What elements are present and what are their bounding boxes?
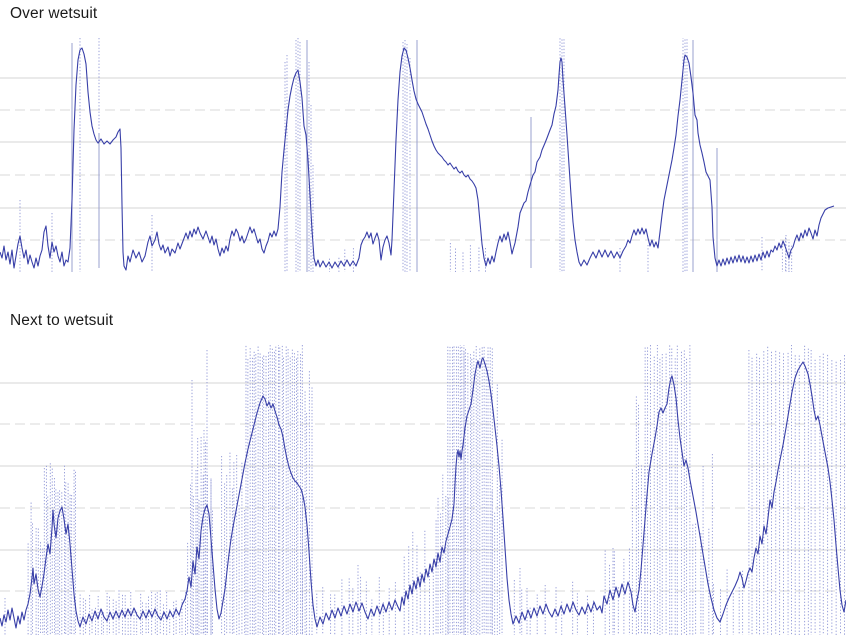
next-to-wetsuit-chart — [0, 345, 846, 635]
over-wetsuit-chart — [0, 38, 846, 272]
chart-title-next-to-wetsuit: Next to wetsuit — [10, 312, 114, 329]
chart-title-over-wetsuit: Over wetsuit — [10, 5, 98, 22]
